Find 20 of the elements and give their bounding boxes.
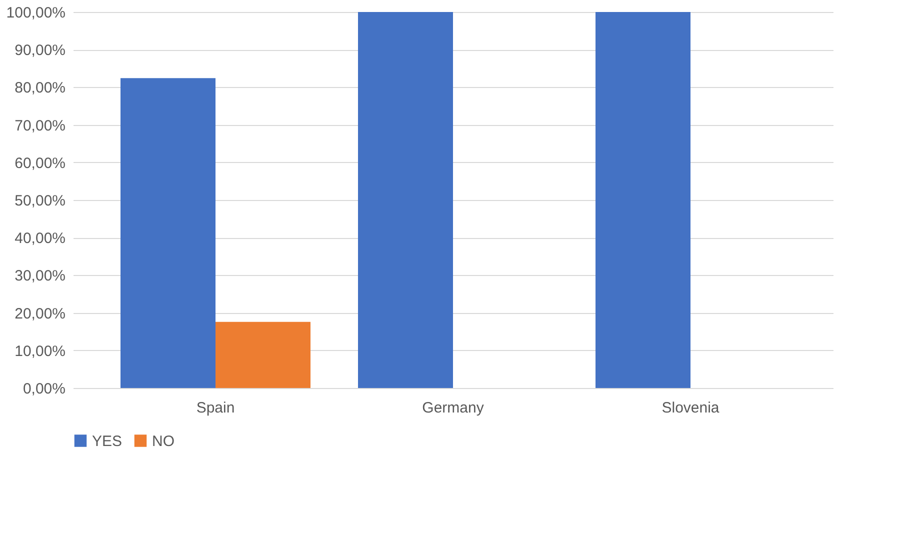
bar	[216, 322, 310, 388]
legend-label: YES	[92, 432, 122, 450]
y-tick-label: 50,00%	[14, 192, 66, 210]
bar	[358, 12, 453, 388]
y-tick-label: 80,00%	[14, 80, 66, 97]
y-tick-label: 100,00%	[6, 4, 66, 22]
y-tick-label: 60,00%	[14, 154, 66, 172]
y-tick-label: 0,00%	[22, 380, 66, 398]
x-tick-label: Spain	[196, 400, 235, 416]
y-tick-label: 20,00%	[14, 305, 66, 322]
y-tick-label: 90,00%	[14, 42, 66, 60]
bar	[120, 78, 216, 388]
y-tick-label: 30,00%	[14, 268, 66, 285]
legend-label: NO	[152, 432, 174, 450]
bar	[596, 12, 690, 388]
y-tick-label: 10,00%	[14, 342, 66, 360]
x-tick-label: Germany	[422, 400, 484, 416]
x-tick-label: Slovenia	[662, 400, 720, 416]
y-tick-label: 70,00%	[14, 117, 66, 134]
y-tick-label: 40,00%	[14, 230, 66, 248]
